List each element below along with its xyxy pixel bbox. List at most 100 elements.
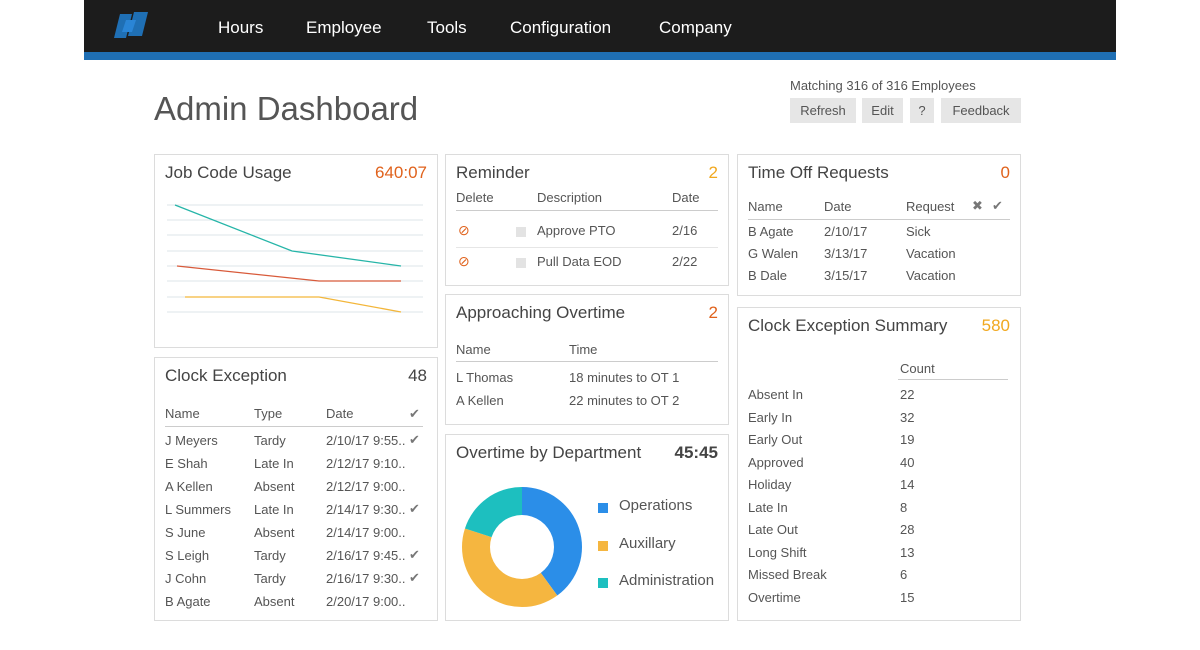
reminder-checkbox[interactable]: [516, 258, 526, 268]
card-title: Clock Exception Summary: [748, 316, 948, 335]
table-row[interactable]: G Walen 3/13/17 Vacation: [738, 246, 1018, 266]
reminder-checkbox[interactable]: [516, 227, 526, 237]
overtime-department-total: 45:45: [674, 443, 718, 462]
table-row[interactable]: L Thomas 18 minutes to OT 1: [446, 370, 726, 390]
legend-label: Administration: [619, 572, 715, 589]
exception-count: 40: [900, 454, 915, 470]
clock-exception-card: Clock Exception 48 Name Type Date ✔ J Me…: [154, 357, 438, 621]
edit-button[interactable]: Edit: [862, 98, 903, 123]
employee-name: E Shah: [165, 456, 208, 471]
column-header-type: Type: [254, 406, 283, 421]
donut-slice-auxillary: [462, 528, 558, 607]
exception-count: 32: [900, 409, 915, 425]
table-row[interactable]: A Kellen Absent 2/12/17 9:00..: [155, 479, 435, 499]
divider: [898, 379, 1008, 380]
request-type: Sick: [906, 224, 931, 239]
reminder-card: Reminder 2 Delete Description Date ⊘ Appr…: [445, 154, 729, 286]
exception-date: 2/10/17 9:55..: [326, 433, 406, 448]
table-row[interactable]: J Meyers Tardy 2/10/17 9:55.. ✔: [155, 432, 435, 453]
approaching-overtime-card: Approaching Overtime 2 Name Time L Thoma…: [445, 294, 729, 425]
nav-hours[interactable]: Hours: [218, 18, 264, 37]
delete-icon[interactable]: ⊘: [458, 222, 470, 238]
delete-icon[interactable]: ⊘: [458, 253, 470, 269]
table-row[interactable]: E Shah Late In 2/12/17 9:10..: [155, 456, 435, 476]
divider: [456, 210, 718, 211]
checkmark-icon[interactable]: ✔: [409, 501, 420, 516]
legend-swatch: [598, 503, 608, 513]
checkmark-icon[interactable]: ✔: [409, 406, 420, 421]
list-item[interactable]: ⊘ Approve PTO 2/16: [446, 222, 726, 243]
list-item[interactable]: ⊘ Pull Data EOD 2/22: [446, 253, 726, 274]
list-item: Overtime 15: [738, 590, 1018, 610]
list-item: Missed Break 6: [738, 567, 1018, 587]
card-title: Job Code Usage: [165, 163, 292, 182]
series-line-red: [176, 265, 401, 282]
exception-label: Approved: [748, 454, 804, 470]
checkmark-icon[interactable]: ✔: [409, 547, 420, 562]
table-row[interactable]: S Leigh Tardy 2/16/17 9:45.. ✔: [155, 547, 435, 568]
employee-name: J Meyers: [165, 433, 218, 448]
list-item: Early In 32: [738, 410, 1018, 430]
column-header-description: Description: [537, 190, 603, 205]
divider: [748, 219, 1010, 220]
exception-date: 2/14/17 9:00..: [326, 525, 406, 540]
reminder-description: Pull Data EOD: [537, 254, 622, 269]
nav-tools[interactable]: Tools: [427, 18, 467, 37]
exception-label: Late In: [748, 499, 788, 515]
list-item: Absent In 22: [738, 387, 1018, 407]
exception-type: Tardy: [254, 571, 286, 586]
table-row[interactable]: B Dale 3/15/17 Vacation: [738, 268, 1018, 288]
job-code-line-chart: [167, 204, 423, 313]
help-button[interactable]: ?: [910, 98, 934, 123]
column-header-name: Name: [165, 406, 200, 421]
exception-date: 2/12/17 9:10..: [326, 456, 406, 471]
employee-name: J Cohn: [165, 571, 207, 586]
company-logo[interactable]: [112, 10, 150, 42]
divider: [165, 426, 423, 427]
nav-company[interactable]: Company: [659, 18, 732, 37]
employee-name: B Agate: [165, 594, 211, 609]
request-type: Vacation: [906, 268, 956, 283]
exception-date: 2/14/17 9:30..: [326, 502, 406, 517]
legend-swatch: [598, 578, 608, 588]
overtime-donut-chart: [462, 487, 582, 607]
feedback-button[interactable]: Feedback: [941, 98, 1021, 123]
table-row[interactable]: A Kellen 22 minutes to OT 2: [446, 393, 726, 413]
refresh-button[interactable]: Refresh: [790, 98, 856, 123]
legend-item: Auxillary: [598, 535, 728, 555]
deny-x-icon[interactable]: ✖: [972, 198, 983, 213]
checkmark-icon[interactable]: ✔: [409, 432, 420, 447]
list-item: Early Out 19: [738, 432, 1018, 452]
employee-name: B Agate: [748, 224, 794, 239]
table-row[interactable]: B Agate 2/10/17 Sick: [738, 224, 1018, 244]
divider: [456, 361, 718, 362]
table-row[interactable]: L Summers Late In 2/14/17 9:30.. ✔: [155, 501, 435, 522]
employee-name: S June: [165, 525, 206, 540]
nav-employee[interactable]: Employee: [306, 18, 382, 37]
job-code-usage-card: Job Code Usage 640:07: [154, 154, 438, 348]
column-header-name: Name: [456, 342, 491, 357]
legend-label: Auxillary: [619, 534, 676, 552]
employee-name: G Walen: [748, 246, 799, 261]
time-off-total: 0: [1000, 163, 1010, 182]
column-header-date: Date: [824, 199, 852, 214]
checkmark-icon[interactable]: ✔: [409, 570, 420, 585]
legend-label: Operations: [619, 497, 693, 514]
column-header-count: Count: [900, 361, 935, 376]
request-date: 2/10/17: [824, 224, 868, 239]
clock-summary-total: 580: [981, 316, 1010, 335]
nav-configuration[interactable]: Configuration: [510, 18, 612, 37]
table-row[interactable]: J Cohn Tardy 2/16/17 9:30.. ✔: [155, 570, 435, 591]
series-line-teal: [174, 204, 402, 267]
clock-exception-summary-card: Clock Exception Summary 580 Count Absent…: [737, 307, 1021, 621]
exception-count: 28: [900, 522, 915, 537]
employee-name: A Kellen: [456, 393, 504, 408]
list-item: Holiday 14: [738, 477, 1018, 497]
table-row[interactable]: S June Absent 2/14/17 9:00..: [155, 525, 435, 545]
table-row[interactable]: B Agate Absent 2/20/17 9:00..: [155, 594, 435, 614]
exception-type: Late In: [254, 502, 294, 517]
approve-check-icon[interactable]: ✔: [992, 198, 1003, 213]
exception-count: 8: [900, 499, 908, 515]
time-off-requests-card: Time Off Requests 0 Name Date Request ✖ …: [737, 154, 1021, 296]
list-item: Approved 40: [738, 455, 1018, 475]
